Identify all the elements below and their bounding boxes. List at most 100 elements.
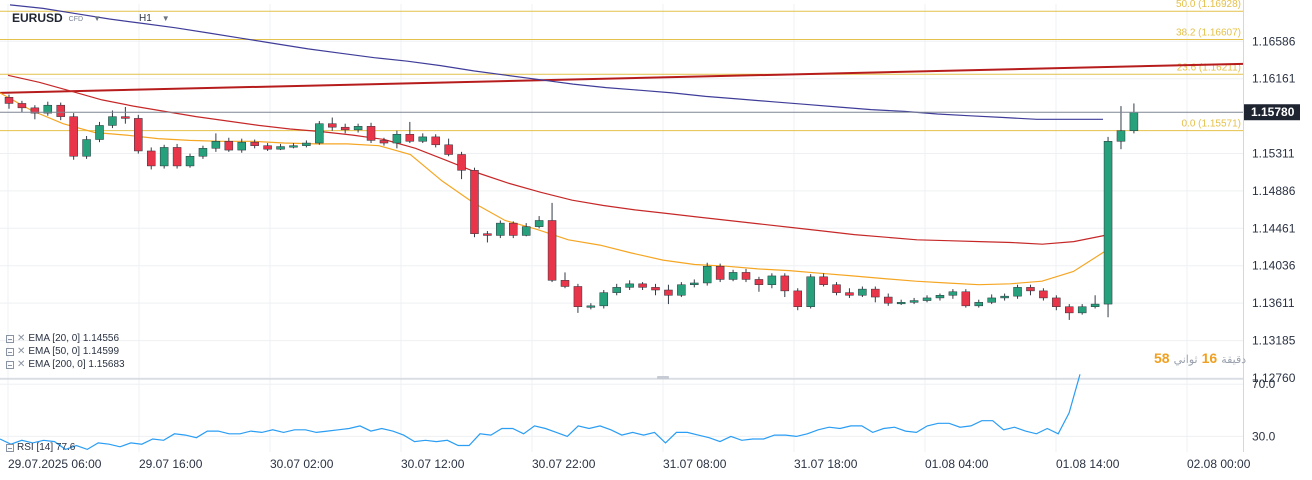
ema50-line <box>7 74 1106 245</box>
rsi-panel: 70.0 30.0 <box>0 374 1276 451</box>
indicator-settings-icon[interactable] <box>6 347 14 356</box>
candle-body <box>302 142 311 146</box>
candle-body <box>715 265 725 280</box>
candle-body <box>767 275 777 285</box>
symbol-dropdown-icon[interactable]: ▼ <box>93 13 101 23</box>
indicator-settings-icon[interactable] <box>6 360 14 369</box>
candle <box>315 121 324 145</box>
candle-body <box>431 136 440 146</box>
candle <box>146 147 156 170</box>
candle <box>121 106 130 124</box>
candle-body <box>108 116 117 126</box>
candle <box>547 202 557 283</box>
panel-resize-handle[interactable] <box>657 376 669 379</box>
candle-body <box>806 276 815 307</box>
candle-body <box>276 146 285 150</box>
candle <box>134 114 143 154</box>
candle-body <box>69 116 78 157</box>
fib-label: 50.0 (1.16928) <box>1176 0 1241 10</box>
candle-body <box>702 265 712 284</box>
candle-body <box>379 140 389 144</box>
candle <box>198 145 208 159</box>
candle-body <box>534 220 544 227</box>
candle-body <box>43 104 53 114</box>
close-icon[interactable]: ✕ <box>17 346 26 357</box>
indicator-settings-icon[interactable] <box>6 334 14 343</box>
candle <box>586 303 596 310</box>
symbol-name[interactable]: EURUSD <box>12 11 63 25</box>
candle <box>909 297 919 305</box>
candle <box>509 221 518 239</box>
candle-body <box>845 292 854 296</box>
candle <box>793 288 802 311</box>
candle-body <box>1065 306 1074 314</box>
close-icon[interactable]: ✕ <box>17 359 26 370</box>
candle <box>418 133 428 144</box>
candle-body <box>1026 287 1035 292</box>
candle <box>767 273 777 289</box>
countdown-seconds: 58 <box>1154 350 1170 366</box>
candle-body <box>185 155 195 167</box>
candle-body <box>263 145 272 150</box>
candle-body <box>573 286 583 307</box>
candle-body <box>340 126 350 131</box>
candle <box>871 286 880 303</box>
candle <box>405 121 415 144</box>
candle-body <box>405 133 415 142</box>
candle-body <box>146 150 156 167</box>
countdown-minutes: 16 <box>1201 350 1218 366</box>
candle <box>534 216 544 229</box>
y-tick-label: 1.14461 <box>1252 221 1296 235</box>
candle-body <box>521 226 531 236</box>
candle <box>974 299 983 308</box>
candle <box>1065 304 1074 320</box>
indicator-ema20: ✕ EMA [20, 0] 1.14556 <box>6 332 125 345</box>
candle-body <box>328 123 337 128</box>
candle <box>82 136 91 159</box>
candle <box>715 263 725 283</box>
close-icon[interactable]: ✕ <box>17 333 26 344</box>
y-tick-label: 1.14886 <box>1252 184 1296 198</box>
candle-body <box>444 144 453 155</box>
candle <box>263 143 272 151</box>
x-tick-label: 31.07 08:00 <box>663 457 727 471</box>
candle-body <box>858 288 867 296</box>
candle-countdown: 58 ثواني 16 دقيقة <box>1154 350 1246 366</box>
timeframe-dropdown-icon[interactable]: ▼ <box>161 13 170 23</box>
candle-body <box>366 126 376 141</box>
candle-body <box>793 290 802 307</box>
candle-body <box>883 296 893 304</box>
candle-body <box>625 283 634 288</box>
candle <box>935 293 945 301</box>
x-tick-label: 30.07 12:00 <box>401 457 465 471</box>
rsi-label: RSI [14] 77.6 <box>17 442 76 453</box>
fib-label: 0.0 (1.15571) <box>1182 119 1242 130</box>
trendline <box>0 62 1244 94</box>
indicator-settings-icon[interactable] <box>6 443 14 452</box>
candle-body <box>30 107 40 114</box>
fib-label: 23.6 (1.16211) <box>1177 62 1241 73</box>
candle <box>664 284 673 305</box>
candle <box>4 94 14 109</box>
candle <box>483 231 492 243</box>
candle-body <box>82 139 91 157</box>
timeframe-selector[interactable]: H1 <box>138 12 152 24</box>
candle <box>896 299 906 305</box>
fib-label: 38.2 (1.16607) <box>1176 27 1241 38</box>
x-tick-label: 01.08 04:00 <box>925 457 989 471</box>
candle <box>1090 295 1100 309</box>
candle-body <box>289 145 298 148</box>
y-tick-label: 1.12760 <box>1252 371 1296 385</box>
rsi-tick-label: 30.0 <box>1252 429 1276 443</box>
x-tick-label: 30.07 02:00 <box>270 457 334 471</box>
candle-body <box>483 233 492 236</box>
candle <box>754 276 764 292</box>
candle <box>845 288 854 298</box>
candle <box>1103 136 1113 318</box>
candle <box>948 289 958 299</box>
rsi-line <box>0 374 1081 451</box>
x-tick-label: 01.08 14:00 <box>1056 457 1120 471</box>
candle-body <box>948 291 958 296</box>
x-tick-label: 29.07.2025 06:00 <box>8 457 102 471</box>
